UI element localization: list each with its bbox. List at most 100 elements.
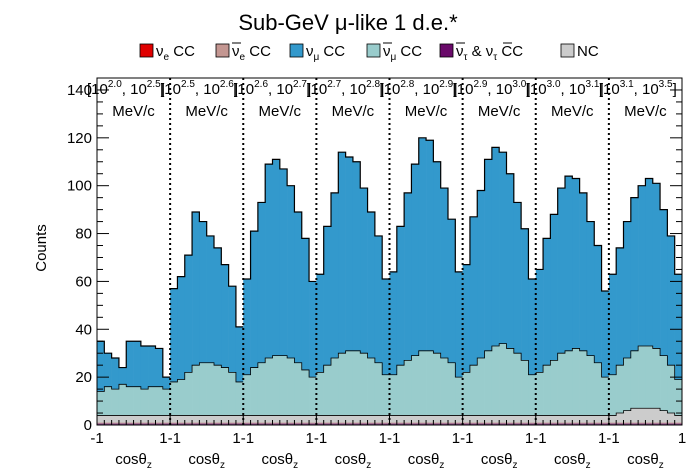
bar-nc — [528, 415, 537, 425]
bar-numubar-cc — [579, 350, 588, 416]
bar-nc — [557, 415, 566, 425]
bar-numu-cc — [309, 281, 317, 378]
bar-nc — [638, 408, 646, 425]
panel-range-label: [103.1, 103.5] — [599, 79, 677, 98]
x-axis-label: cosθz — [188, 451, 225, 471]
bar-nc — [469, 415, 478, 425]
bar-numubar-cc — [118, 384, 127, 416]
bar-nc — [572, 415, 580, 425]
stack-outline — [535, 348, 609, 378]
bar-numu-cc — [184, 255, 193, 373]
bar-numu-cc — [426, 140, 434, 351]
bar-numu-cc — [287, 185, 295, 358]
bar-numubar-cc — [491, 346, 500, 416]
stack-outline — [97, 383, 171, 392]
y-axis-label: Counts — [33, 224, 50, 272]
bar-nc — [652, 408, 661, 425]
bar-numu-cc — [660, 209, 668, 356]
bar-numu-cc — [221, 264, 229, 368]
bar-numubar-cc — [484, 350, 493, 416]
bar-numu-cc — [257, 202, 266, 363]
x-tick-label: 1-1 — [159, 430, 181, 447]
bar-nc — [550, 415, 558, 425]
stack-outline — [170, 362, 244, 383]
bar-nc — [206, 415, 215, 425]
bar-numu-cc — [352, 161, 361, 351]
bar-numubar-cc — [396, 365, 405, 416]
y-tick-label: 80 — [75, 226, 92, 243]
stack-outline — [608, 177, 682, 275]
bar-numu-cc — [301, 238, 310, 370]
bar-nc — [214, 415, 222, 425]
bar-numubar-cc — [455, 377, 463, 416]
bar-nc — [177, 415, 186, 425]
bar-nc — [616, 413, 624, 425]
bar-numubar-cc — [674, 379, 683, 416]
bar-numu-cc — [389, 271, 398, 375]
bar-nc — [97, 415, 105, 425]
bar-numubar-cc — [374, 362, 383, 416]
bar-numu-cc — [118, 367, 127, 385]
y-tick-label: 60 — [75, 273, 92, 290]
bar-numu-cc — [367, 212, 376, 358]
bar-nc — [265, 415, 273, 425]
bar-nc — [440, 415, 449, 425]
bar-nc — [645, 408, 654, 425]
bar-numu-cc — [170, 288, 178, 382]
y-tick-label: 140 — [67, 82, 92, 99]
bar-numubar-cc — [572, 348, 580, 416]
bar-nc — [411, 415, 420, 425]
bar-numubar-cc — [550, 360, 558, 416]
bar-numubar-cc — [667, 365, 675, 414]
bar-numu-cc — [133, 341, 142, 387]
bar-numubar-cc — [499, 343, 507, 416]
bar-numubar-cc — [126, 386, 134, 416]
panel-range-label: [102.9, 103.0] — [453, 79, 531, 98]
panel-range-label: [103.0, 103.1] — [526, 79, 604, 98]
bar-nc — [301, 415, 310, 425]
bar-numubar-cc — [257, 362, 266, 416]
bar-numu-cc — [316, 274, 324, 373]
bar-numu-cc — [572, 178, 580, 349]
bar-nc — [565, 415, 573, 425]
bar-numu-cc — [279, 168, 288, 356]
bar-nc — [382, 415, 390, 425]
y-tick-label: 120 — [67, 130, 92, 147]
bar-numubar-cc — [294, 362, 303, 416]
stack-outline — [389, 350, 463, 378]
bar-nc — [426, 415, 434, 425]
bar-numu-cc — [433, 161, 441, 354]
bar-numu-cc — [418, 137, 427, 351]
bar-numu-cc — [586, 221, 595, 356]
bar-nc — [338, 415, 346, 425]
bar-nc — [543, 415, 551, 425]
legend-swatch — [289, 43, 304, 58]
bar-numu-cc — [616, 247, 624, 366]
bar-nc — [309, 415, 317, 425]
bar-numubar-cc — [265, 357, 273, 416]
bar-numu-cc — [382, 279, 390, 375]
legend-swatch — [366, 43, 381, 58]
bar-numubar-cc — [243, 374, 251, 416]
x-tick-label: 1 — [678, 430, 686, 447]
bar-numu-cc — [645, 178, 654, 347]
panel-range-label: [102.5, 102.6] — [160, 79, 238, 98]
bar-nc — [148, 415, 156, 425]
bar-numubar-cc — [557, 353, 566, 416]
bar-nc — [491, 415, 500, 425]
bar-numubar-cc — [521, 360, 529, 416]
x-tick-label: 1-1 — [525, 430, 547, 447]
bar-numu-cc — [162, 377, 171, 390]
bar-numubar-cc — [601, 377, 610, 416]
legend-entry: ντ & ντ CC — [456, 43, 523, 63]
bar-numubar-cc — [177, 379, 186, 416]
bar-numu-cc — [155, 348, 164, 387]
bar-numu-cc — [411, 164, 420, 356]
legend-swatch — [215, 43, 230, 58]
bar-numu-cc — [469, 216, 478, 366]
bar-numu-cc — [565, 176, 573, 351]
stacked-bars — [97, 137, 683, 425]
bar-numu-cc — [601, 290, 610, 378]
bar-nc — [279, 415, 288, 425]
